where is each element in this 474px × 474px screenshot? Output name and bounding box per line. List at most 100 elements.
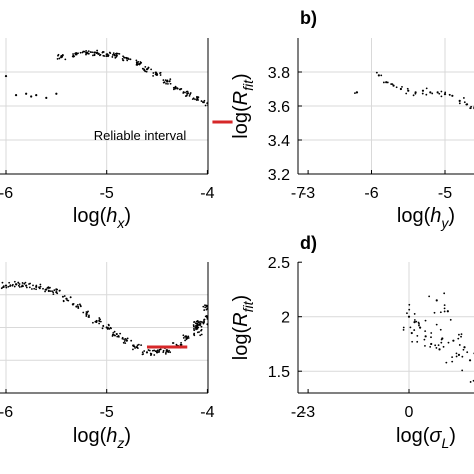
data-point <box>219 299 221 301</box>
data-point <box>215 106 217 108</box>
data-point <box>275 322 277 324</box>
data-point <box>47 290 50 293</box>
data-point <box>93 54 96 57</box>
data-point <box>276 319 278 321</box>
data-point <box>85 51 88 54</box>
data-point <box>77 307 80 310</box>
data-point <box>421 92 424 95</box>
data-point <box>237 277 239 279</box>
data-point <box>226 102 228 104</box>
data-point <box>283 305 285 307</box>
data-point <box>123 56 125 59</box>
data-point <box>278 323 280 325</box>
data-point <box>428 295 431 298</box>
data-point <box>57 53 60 56</box>
data-point <box>221 298 223 300</box>
data-point <box>277 286 279 288</box>
data-point <box>424 319 427 322</box>
data-point <box>308 92 310 94</box>
data-point <box>245 278 247 280</box>
panel-d: -2 0 1.5 2 2.5 log(σL) log(Rfit) d) <box>230 233 474 451</box>
data-point <box>296 322 298 324</box>
data-point <box>266 277 268 279</box>
data-point <box>44 288 47 291</box>
data-point <box>220 105 222 107</box>
data-point <box>214 293 216 295</box>
data-point <box>207 310 208 313</box>
data-point <box>269 278 271 280</box>
data-point <box>228 288 230 290</box>
data-point <box>308 298 310 300</box>
scatter-series <box>354 71 474 110</box>
data-point <box>15 283 18 286</box>
data-point <box>188 94 191 97</box>
x-axis-title: log(hx) <box>73 205 131 231</box>
data-point <box>254 275 256 277</box>
data-point <box>263 98 265 100</box>
data-point <box>213 316 215 318</box>
data-point <box>69 296 72 299</box>
data-point <box>203 99 206 102</box>
data-point <box>155 351 159 354</box>
data-point <box>286 246 288 248</box>
data-point <box>231 280 233 282</box>
data-point <box>463 101 466 104</box>
data-point <box>416 340 419 343</box>
x-tick-label: -6 <box>0 404 13 421</box>
data-point <box>275 290 277 292</box>
data-point <box>202 305 205 308</box>
data-point <box>285 294 287 296</box>
data-point <box>271 282 273 284</box>
data-point <box>121 58 124 60</box>
data-point <box>233 274 235 276</box>
y-axis-title: log(Rfit) <box>230 73 256 138</box>
scatter-series <box>0 246 310 357</box>
data-point <box>297 250 299 252</box>
data-point <box>204 306 207 309</box>
data-point <box>255 99 257 101</box>
data-point <box>242 291 244 293</box>
data-point <box>75 52 78 54</box>
data-point <box>195 99 198 101</box>
data-point <box>305 312 307 314</box>
data-point <box>261 257 263 259</box>
data-point <box>225 101 227 103</box>
data-point <box>431 92 434 95</box>
data-point <box>271 323 273 325</box>
data-point <box>266 293 268 295</box>
data-point <box>167 82 169 85</box>
x-axis-title: log(hz) <box>73 425 131 451</box>
data-point <box>438 92 441 95</box>
data-point <box>257 266 259 268</box>
data-point <box>307 298 309 300</box>
data-point <box>236 285 238 287</box>
data-point <box>213 100 215 102</box>
data-point <box>112 331 115 334</box>
data-point <box>463 346 466 349</box>
data-point <box>305 320 307 322</box>
data-point <box>469 381 472 383</box>
data-point <box>8 281 11 284</box>
data-point <box>243 272 245 274</box>
data-point <box>195 324 197 327</box>
data-point <box>392 84 395 87</box>
data-point <box>87 316 90 318</box>
data-point <box>168 349 170 352</box>
data-point <box>156 350 158 352</box>
data-point <box>435 347 438 349</box>
data-point <box>134 347 136 349</box>
data-point <box>63 295 66 297</box>
data-point <box>223 317 225 319</box>
data-point <box>83 50 86 53</box>
data-point <box>249 270 251 272</box>
data-point <box>295 256 297 258</box>
data-point <box>164 79 167 82</box>
data-point <box>287 95 289 97</box>
data-point <box>243 291 245 293</box>
data-point <box>4 74 8 78</box>
data-point <box>235 310 237 312</box>
data-point <box>287 328 289 330</box>
data-point <box>435 323 438 326</box>
data-point <box>197 321 200 324</box>
data-point <box>415 320 418 323</box>
